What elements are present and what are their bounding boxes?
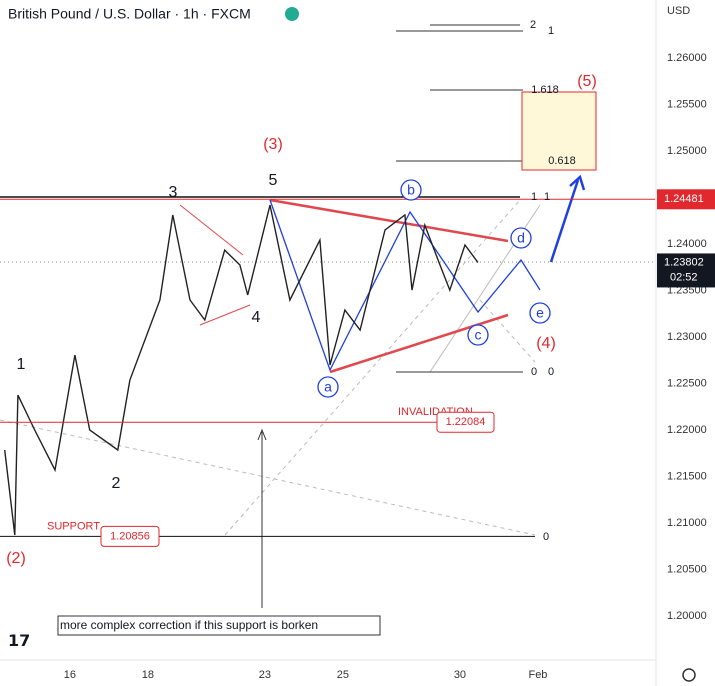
wave-label: (3) xyxy=(263,136,283,153)
y-tick-label: 1.24000 xyxy=(667,238,707,250)
drawings: 𝟭𝟳 xyxy=(0,0,696,686)
fib-label: 0 xyxy=(548,366,554,378)
wave-circle xyxy=(529,302,551,324)
wave-label: (4) xyxy=(536,335,556,352)
countdown: 02:52 xyxy=(670,271,698,283)
y-tick-label: 1.20500 xyxy=(667,563,707,575)
wave-label: 5 xyxy=(269,172,278,189)
y-tick-label: 1.26000 xyxy=(667,52,707,64)
y-tick-label: 1.20000 xyxy=(667,610,707,622)
wave-label: 2 xyxy=(112,475,121,492)
fib-label: 1 xyxy=(548,25,554,37)
y-tick-label: 1.22000 xyxy=(667,424,707,436)
wave-label: d xyxy=(517,230,525,246)
level-name: SUPPORT xyxy=(47,520,100,532)
wave-label: (2) xyxy=(6,550,26,567)
level-box xyxy=(100,525,160,547)
y-tick-label: 1.21500 xyxy=(667,470,707,482)
wave-label: 4 xyxy=(252,309,261,326)
wave-label: b xyxy=(407,182,415,198)
svg-text:𝟭𝟳: 𝟭𝟳 xyxy=(8,633,30,650)
x-tick-label: Feb xyxy=(528,669,547,681)
note: more complex correction if this support … xyxy=(60,618,318,632)
y-tick-label: 1.25500 xyxy=(667,98,707,110)
level-value: 1.22084 xyxy=(446,416,486,428)
wave-label: 1 xyxy=(17,356,26,373)
currency: USD xyxy=(667,5,690,17)
fib-label: 0.618 xyxy=(548,155,576,167)
fib-label: 1.618 xyxy=(531,84,559,96)
wave-circle xyxy=(510,227,532,249)
fib-label: 2 xyxy=(530,19,536,31)
fib-label: 1 xyxy=(531,191,537,203)
x-tick-label: 18 xyxy=(142,669,154,681)
level-value: 1.20856 xyxy=(110,530,150,542)
last-price-tag xyxy=(657,253,715,288)
fib-label: 0 xyxy=(543,531,549,543)
fib-label: 0 xyxy=(531,366,537,378)
x-tick-label: 25 xyxy=(337,669,349,681)
wave-label: a xyxy=(324,379,332,395)
x-tick-label: 16 xyxy=(64,669,76,681)
level-box xyxy=(436,411,495,433)
y-tick-label: 1.22500 xyxy=(667,377,707,389)
y-tick-label: 1.23000 xyxy=(667,331,707,343)
wave-label: (5) xyxy=(577,73,597,90)
last-price: 1.23802 xyxy=(664,256,704,268)
price-tag xyxy=(657,189,715,210)
wave-circle xyxy=(400,179,422,201)
wave-circle xyxy=(467,324,489,346)
price-tag-label: 1.24481 xyxy=(664,193,704,205)
chart-title: British Pound / U.S. Dollar · 1h · FXCM xyxy=(8,6,251,22)
wave-label: c xyxy=(475,327,482,343)
x-tick-label: 23 xyxy=(259,669,271,681)
fib-label: 1 xyxy=(544,191,550,203)
wave-label: e xyxy=(536,305,544,321)
y-tick-label: 1.25000 xyxy=(667,145,707,157)
y-tick-label: 1.21000 xyxy=(667,517,707,529)
price-line xyxy=(4,204,479,536)
wave-label: 3 xyxy=(169,184,178,201)
x-tick-label: 30 xyxy=(454,669,466,681)
wave-circle xyxy=(317,376,339,398)
